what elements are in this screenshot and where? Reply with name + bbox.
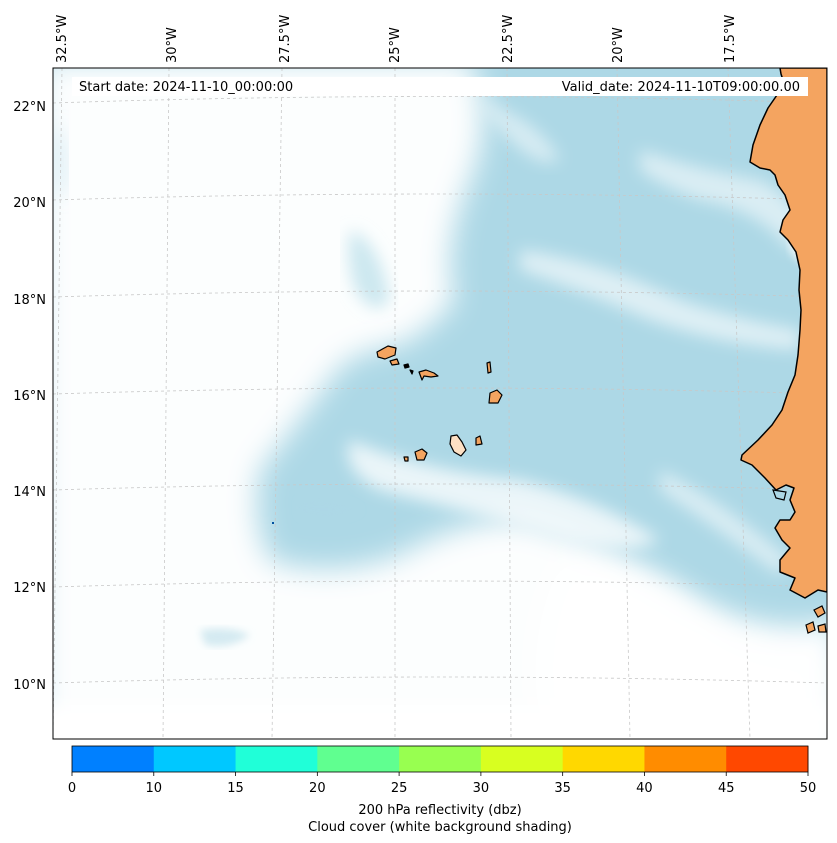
- lat-label: 14°N: [13, 485, 46, 500]
- cloud-streak-northeast-1: [520, 250, 800, 350]
- bissagos-island-1: [813, 605, 826, 618]
- lon-label: 17.5°W: [723, 15, 738, 63]
- bissagos-island-2: [805, 621, 816, 634]
- colorbar-segment: [644, 746, 727, 772]
- colorbar-tick-label: 40: [636, 781, 653, 796]
- colorbar-tick-label: 10: [146, 781, 163, 796]
- gridlines: [53, 68, 827, 739]
- clear-patch-west-4: [300, 498, 360, 519]
- sao-vicente: [389, 358, 400, 366]
- lon-label: 32.5°W: [55, 15, 70, 63]
- cloud-mass-west: [53, 68, 827, 739]
- reflectivity-speck: [272, 522, 274, 524]
- coast-outlet: [772, 489, 787, 501]
- lat-label: 18°N: [13, 293, 46, 308]
- colorbar-tick-label: 50: [800, 781, 817, 796]
- santo-antao: [376, 345, 397, 360]
- cape-verde-islands: [376, 345, 503, 462]
- brava: [403, 456, 409, 462]
- fogo: [414, 448, 428, 461]
- colorbar-segment: [235, 746, 318, 772]
- colorbar: 0 10 15 20 25 30 35 40 45 50 200 hPa reflectivity…: [68, 745, 816, 835]
- lat-label: 16°N: [13, 389, 46, 404]
- lon-label: 22.5°W: [501, 15, 516, 63]
- colorbar-ticks: 0 10 15 20 25 30 35 40 45 50: [68, 772, 816, 796]
- bissagos-island-3: [817, 623, 827, 633]
- lat-label: 22°N: [13, 100, 46, 115]
- latitude-axis: 22°N 20°N 18°N 16°N 14°N 12°N 10°N: [13, 100, 46, 693]
- africa-coastline: [740, 68, 827, 599]
- colorbar-tick-label: 25: [391, 781, 408, 796]
- colorbar-segment: [317, 746, 400, 772]
- santiago: [449, 434, 467, 457]
- colorbar-segments: [72, 746, 809, 772]
- date-banner: [72, 77, 808, 96]
- colorbar-segment: [480, 746, 564, 772]
- lon-label: 30°W: [165, 27, 180, 63]
- colorbar-segment: [153, 746, 237, 772]
- cloud-streak-southeast: [660, 470, 790, 575]
- longitude-axis: 32.5°W 30°W 27.5°W 25°W 22.5°W 20°W 17.5…: [55, 15, 738, 63]
- cloud-streak-central: [348, 440, 660, 548]
- colorbar-tick-label: 30: [473, 781, 490, 796]
- cloud-southeast: [533, 560, 827, 730]
- colorbar-title: 200 hPa reflectivity (dbz): [358, 803, 521, 818]
- islet: [409, 369, 414, 375]
- colorbar-segment: [562, 746, 645, 772]
- santa-luzia: [403, 363, 410, 369]
- lon-label: 27.5°W: [278, 15, 293, 63]
- clear-patch-west-2: [56, 120, 67, 200]
- colorbar-tick-label: 20: [309, 781, 326, 796]
- colorbar-tick-label: 45: [718, 781, 735, 796]
- cloud-streak-northeast-2: [640, 150, 810, 250]
- colorbar-subtitle: Cloud cover (white background shading): [308, 820, 572, 835]
- sal: [486, 361, 492, 374]
- map-panel[interactable]: Start date: 2024-11-10_00:00:00 Valid_da…: [40, 60, 837, 760]
- map-frame: [52, 67, 828, 740]
- colorbar-segment: [399, 746, 482, 772]
- clear-patch-west-3: [200, 628, 250, 647]
- colorbar-tick-label: 15: [227, 781, 244, 796]
- clear-patch-west-1: [348, 230, 390, 308]
- colorbar-tick-label: 35: [554, 781, 571, 796]
- valid-date-text: Valid_date: 2024-11-10T09:00:00.00: [562, 80, 800, 95]
- maio: [475, 435, 483, 446]
- colorbar-segment: [72, 746, 155, 772]
- boa-vista: [488, 389, 503, 404]
- lon-label: 20°W: [611, 27, 626, 63]
- lat-label: 10°N: [13, 678, 46, 693]
- cloud-streak-northeast-3: [480, 100, 560, 163]
- colorbar-frame: [71, 745, 809, 773]
- lon-label: 25°W: [388, 27, 403, 63]
- colorbar-segment: [726, 746, 809, 772]
- start-date-text: Start date: 2024-11-10_00:00:00: [79, 80, 293, 95]
- colorbar-tick-label: 0: [68, 781, 76, 796]
- lat-label: 20°N: [13, 196, 46, 211]
- sao-nicolau: [418, 369, 439, 381]
- cloud-cover-shading: [53, 68, 827, 739]
- lat-label: 12°N: [13, 581, 46, 596]
